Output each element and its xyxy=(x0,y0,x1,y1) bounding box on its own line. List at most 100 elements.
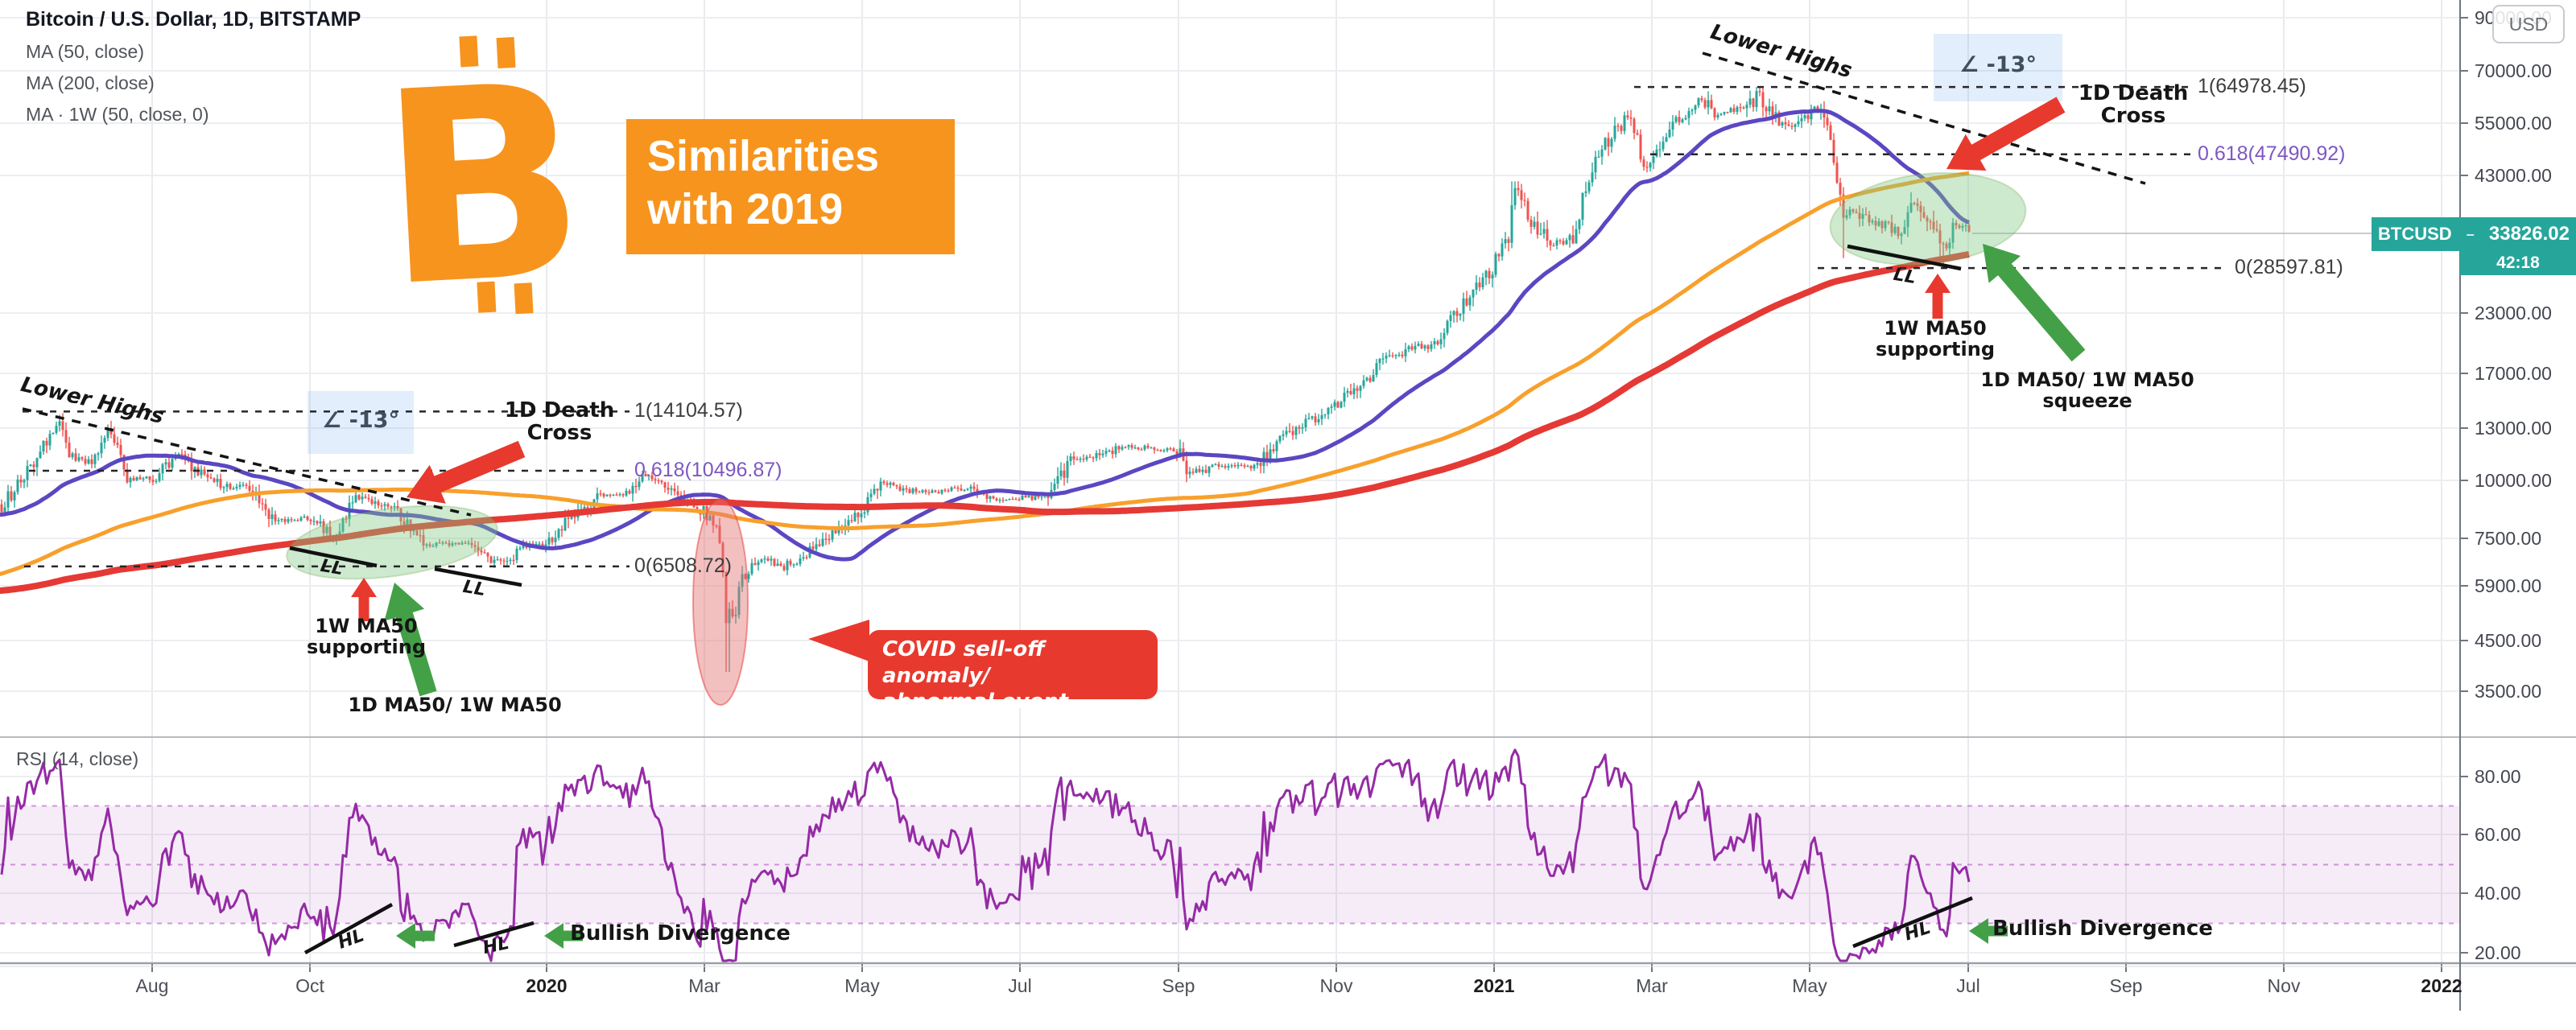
red-arrow-icon xyxy=(407,440,526,504)
ma-squeeze-2019-label: 1D MA50/ 1W MA50 xyxy=(348,694,562,716)
fib-level-label: 0.618(10496.87) xyxy=(634,458,782,481)
ll-trend-mark xyxy=(1847,244,1962,271)
ma-squeeze-2021-label: 1D MA50/ 1W MA50 squeeze xyxy=(1980,369,2194,412)
angle-label-2019: ∠ -13° xyxy=(322,408,399,433)
time-tick-label: 2021 xyxy=(1473,975,1515,996)
time-tick-label: Sep xyxy=(2109,975,2143,996)
time-tick-label: 2020 xyxy=(526,975,568,996)
hl-trend-mark xyxy=(453,921,535,948)
time-axis[interactable] xyxy=(0,963,2576,1011)
time-tick-label: May xyxy=(844,975,880,996)
green-arrow-icon xyxy=(1983,244,2086,362)
fib-level-label: 0.618(47490.92) xyxy=(2198,142,2346,165)
time-tick-label: Oct xyxy=(295,975,324,996)
time-tick-label: May xyxy=(1792,975,1827,996)
rsi-tick-label: 60.00 xyxy=(2475,824,2521,845)
time-tick-label: Jul xyxy=(1956,975,1980,996)
rsi-band xyxy=(0,805,2460,925)
rsi-tick-label: 40.00 xyxy=(2475,883,2521,904)
rsi-line xyxy=(0,748,1971,962)
green-arrow-icon xyxy=(384,583,437,697)
indicator-legend-item[interactable]: MA (200, close) xyxy=(26,72,155,93)
banner-line1: Similarities xyxy=(647,132,880,180)
ll-label-1: LL xyxy=(319,555,345,580)
red-arrow-icon xyxy=(1925,274,1951,319)
candles xyxy=(0,86,1971,673)
red-highlight-ellipse xyxy=(692,498,749,706)
time-tick-label: Nov xyxy=(2267,975,2301,996)
bitcoin-bar-icon xyxy=(496,36,516,69)
angle-measure-box xyxy=(308,391,414,454)
time-tick-label: Sep xyxy=(1162,975,1195,996)
price-tick-label: 5900.00 xyxy=(2475,575,2542,596)
price-tick-label: 43000.00 xyxy=(2475,165,2552,186)
price-tick-label: 4500.00 xyxy=(2475,630,2542,651)
legend: Bitcoin / U.S. Dollar, 1D, BITSTAMP MA (… xyxy=(26,8,361,126)
bar-countdown: 42:18 xyxy=(2460,251,2576,275)
fib-level-label: 1(14104.57) xyxy=(634,399,743,422)
fib-level-label: 0(6508.72) xyxy=(634,554,732,577)
bullish-divergence-2021-label: Bullish Divergence xyxy=(1992,917,2213,941)
angle-label-2021: ∠ -13° xyxy=(1959,52,2037,77)
green-highlight-ellipse xyxy=(286,505,498,580)
green-arrow-icon xyxy=(1969,918,2008,944)
banner-line2: with 2019 xyxy=(647,184,844,233)
covid-callout-pointer xyxy=(808,620,869,661)
fib-level-label: 0(28597.81) xyxy=(2235,256,2343,279)
time-tick-label: Aug xyxy=(135,975,169,996)
price-tick-label: 55000.00 xyxy=(2475,113,2552,134)
badge-symbol: BTCUSD xyxy=(2378,224,2452,244)
bitcoin-logo-icon: B xyxy=(374,27,597,346)
red-arrow-icon xyxy=(351,578,377,621)
time-tick-label: 2022 xyxy=(2421,975,2462,996)
last-price-badge: BTCUSD – 33826.02 xyxy=(2372,217,2576,251)
bitcoin-bar-icon xyxy=(514,282,534,315)
bullish-divergence-2020-label: Bullish Divergence xyxy=(570,921,791,946)
rsi-indicator-label[interactable]: RSI (14, close) xyxy=(16,748,139,769)
death-cross-2021-label: 1D Death Cross xyxy=(2078,81,2189,129)
covid-line2: abnormal event xyxy=(882,690,1069,714)
covid-line1: COVID sell-off anomaly/ xyxy=(882,637,1045,688)
green-arrow-icon xyxy=(544,923,583,949)
ll-trend-mark xyxy=(289,546,378,568)
angle-measure-box xyxy=(1934,34,2062,101)
ma-line xyxy=(0,171,1970,576)
ll-label-3: LL xyxy=(1892,264,1918,289)
red-arrow-icon xyxy=(1946,97,2066,171)
rsi-tick-label: 80.00 xyxy=(2475,766,2521,787)
currency-toggle-button[interactable]: USD xyxy=(2492,5,2565,43)
time-tick-label: Nov xyxy=(1319,975,1353,996)
price-tick-label: 23000.00 xyxy=(2475,303,2552,323)
ma-support-2019-label: 1W MA50 supporting xyxy=(306,615,427,658)
price-tick-label: 17000.00 xyxy=(2475,363,2552,384)
time-tick-label: Jul xyxy=(1008,975,1032,996)
hl-trend-mark xyxy=(303,903,394,954)
badge-separator: – xyxy=(2466,225,2475,242)
ma-support-2021-label: 1W MA50 supporting xyxy=(1875,317,1996,360)
badge-price: 33826.02 xyxy=(2488,223,2570,245)
price-tick-label: 7500.00 xyxy=(2475,528,2542,549)
symbol-title[interactable]: Bitcoin / U.S. Dollar, 1D, BITSTAMP xyxy=(26,8,361,31)
covid-callout: COVID sell-off anomaly/ abnormal event xyxy=(868,630,1158,714)
ma-line xyxy=(0,109,1970,562)
price-tick-label: 10000.00 xyxy=(2475,470,2552,491)
hl-trend-mark xyxy=(1852,896,1973,949)
ll-label-2: LL xyxy=(461,576,488,601)
time-tick-label: Mar xyxy=(688,975,720,996)
fib-level-label: 1(64978.45) xyxy=(2198,75,2306,98)
bitcoin-bar-icon xyxy=(459,35,479,68)
indicator-legend-item[interactable]: MA (50, close) xyxy=(26,41,144,62)
price-tick-label: 70000.00 xyxy=(2475,60,2552,81)
time-tick-label: Mar xyxy=(1636,975,1668,996)
indicator-legend-item[interactable]: MA · 1W (50, close, 0) xyxy=(26,104,209,125)
bitcoin-bar-icon xyxy=(477,281,497,313)
ma-line xyxy=(0,250,1970,595)
price-tick-label: 3500.00 xyxy=(2475,681,2542,702)
price-tick-label: 13000.00 xyxy=(2475,418,2552,439)
rsi-tick-label: 20.00 xyxy=(2475,942,2521,963)
death-cross-2019-label: 1D Death Cross xyxy=(504,398,615,446)
similarities-banner: Similarities with 2019 xyxy=(626,119,955,254)
green-arrow-icon xyxy=(396,923,435,949)
